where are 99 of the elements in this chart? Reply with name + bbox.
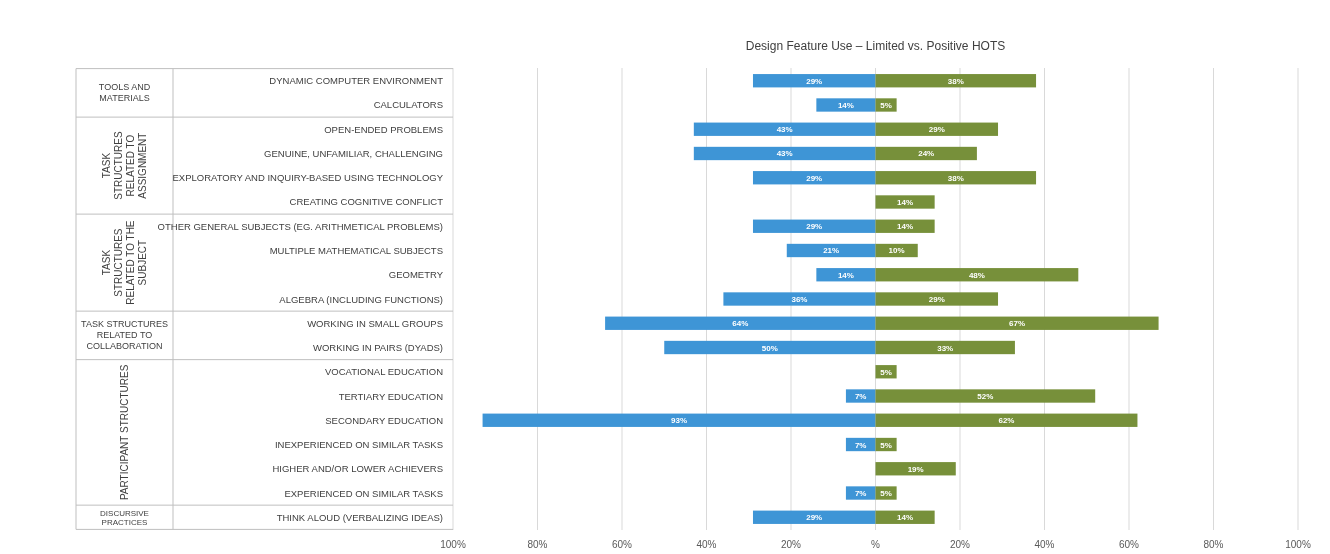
data-label: 50% — [761, 343, 778, 353]
x-tick-label: % — [871, 539, 881, 550]
y-tick-label: DYNAMIC COMPUTER ENVIRONMENT — [269, 75, 444, 87]
bar — [752, 510, 876, 524]
data-label: 33% — [937, 343, 954, 353]
data-label: 43% — [776, 125, 793, 135]
data-label: 29% — [928, 295, 945, 304]
data-label: 14% — [837, 100, 854, 110]
data-label: 24% — [918, 149, 935, 159]
data-label: 5% — [880, 489, 892, 499]
bar — [723, 292, 876, 306]
data-label: 14% — [897, 197, 914, 207]
y-tick-label: INEXPERIENCED ON SIMILAR TASKS — [274, 439, 443, 451]
bar — [482, 413, 876, 427]
data-label: 93% — [671, 416, 688, 426]
y-tick-label: MULTIPLE MATHEMATICAL SUBJECTS — [269, 245, 443, 256]
data-label: 7% — [854, 392, 867, 402]
bar — [752, 171, 876, 185]
bar — [845, 486, 876, 500]
bar — [845, 389, 876, 403]
data-label: 14% — [897, 513, 914, 523]
bar — [875, 74, 1037, 88]
x-tick-label: 40% — [696, 539, 717, 550]
data-label: 38% — [947, 173, 964, 183]
data-label: 19% — [907, 464, 924, 474]
bar — [875, 389, 1096, 403]
bar — [875, 292, 999, 306]
data-label: 10% — [888, 246, 905, 256]
x-tick-label: 100% — [440, 539, 466, 550]
data-label: 21% — [823, 246, 840, 256]
data-label: 62% — [998, 416, 1015, 426]
bar — [752, 219, 876, 233]
bar — [875, 171, 1037, 185]
y-tick-label: VOCATIONAL EDUCATION — [324, 366, 444, 378]
data-label: 48% — [968, 270, 985, 280]
data-label: 29% — [806, 173, 823, 183]
text: TOOLS AND MATERIALS — [98, 82, 151, 104]
y-tick-label: GEOMETRY — [388, 269, 444, 281]
text: TASK STRUCTURES RELATED TO COLLABORATION — [81, 319, 168, 352]
bar — [875, 462, 956, 476]
bar — [875, 316, 1159, 330]
bar — [816, 98, 876, 112]
x-tick-label: 20% — [780, 539, 802, 550]
bar — [693, 122, 876, 136]
data-label: 5% — [880, 440, 892, 450]
data-label: 29% — [806, 222, 823, 232]
bar — [752, 74, 876, 88]
y-tick-label: CREATING COGNITIVE CONFLICT — [289, 196, 444, 208]
data-label: 7% — [854, 489, 867, 499]
y-tick-label: ALGEBRA (INCLUDING FUNCTIONS) — [279, 293, 443, 305]
y-tick-label: WORKING IN SMALL GROUPS — [307, 317, 443, 329]
bar — [786, 243, 876, 258]
data-label: 29% — [806, 76, 823, 86]
y-tick-label: EXPERIENCED ON SIMILAR TASKS — [284, 487, 443, 499]
data-label: 5% — [880, 367, 892, 377]
data-label: 36% — [791, 295, 808, 304]
data-label: 43% — [776, 149, 793, 159]
y-tick-label: SECONDARY EDUCATION — [325, 414, 444, 426]
y-tick-label: THINK ALOUD (VERBALIZING IDEAS) — [276, 511, 443, 523]
x-tick-label: 60% — [611, 539, 633, 550]
bar — [875, 146, 977, 161]
bar — [605, 316, 876, 330]
data-label: 29% — [806, 513, 823, 523]
bar — [875, 340, 1015, 355]
bar — [693, 146, 876, 161]
data-label: 14% — [837, 270, 854, 280]
data-label: 5% — [880, 100, 892, 110]
bar — [875, 413, 1138, 427]
data-label: 52% — [977, 392, 994, 402]
x-tick-label: 80% — [527, 539, 548, 550]
bar — [875, 195, 935, 209]
y-tick-label: OPEN-ENDED PROBLEMS — [324, 123, 443, 135]
data-label: 14% — [897, 222, 914, 232]
bar — [664, 340, 876, 355]
y-tick-label: CALCULATORS — [373, 99, 443, 111]
data-label: 67% — [1009, 319, 1026, 329]
data-label: 64% — [732, 319, 749, 329]
x-tick-label: 40% — [1034, 539, 1055, 550]
x-tick-label: 20% — [949, 539, 971, 550]
y-tick-label: OTHER GENERAL SUBJECTS (EG. ARITHMETICAL PROBLEMS) — [157, 220, 443, 232]
text: DISCURSIVE PRACTICES — [100, 508, 149, 527]
text: PARTICIPANT STRUCTURES — [118, 364, 130, 501]
text: TASK STRUCTURES RELATED TO ASSIGNMENT — [100, 131, 148, 200]
x-tick-label: 60% — [1118, 539, 1140, 550]
bar — [816, 268, 876, 282]
bar — [875, 122, 999, 136]
x-tick-label: 80% — [1203, 539, 1224, 550]
y-tick-label: EXPLORATORY AND INQUIRY-BASED USING TECHNOLOGY — [172, 172, 444, 184]
chart-title: Design Feature Use – Limited vs. Positive HOTS — [745, 39, 1006, 53]
bar — [875, 268, 1079, 282]
y-tick-label: GENUINE, UNFAMILIAR, CHALLENGING — [264, 147, 443, 159]
data-label: 38% — [947, 76, 964, 86]
data-label: 29% — [928, 125, 945, 135]
text: TASK STRUCTURES RELATED TO THE SUBJECT — [100, 220, 148, 305]
y-tick-label: WORKING IN PAIRS (DYADS) — [312, 342, 443, 353]
data-label: 7% — [854, 440, 867, 450]
y-tick-label: TERTIARY EDUCATION — [338, 390, 444, 402]
y-tick-label: HIGHER AND/OR LOWER ACHIEVERS — [272, 463, 443, 475]
x-tick-label: 100% — [1285, 539, 1311, 550]
